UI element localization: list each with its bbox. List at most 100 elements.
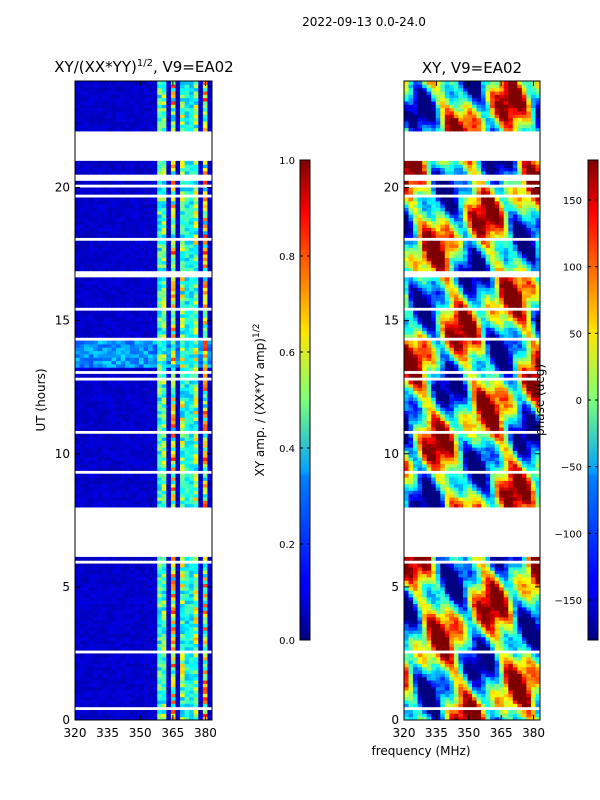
- left-heatmap-cell: [207, 440, 212, 445]
- left-heatmap-cell: [202, 260, 208, 265]
- left-heatmap-cell: [193, 403, 199, 408]
- left-heatmap-cell: [102, 643, 108, 648]
- left-heatmap-cell: [75, 214, 81, 218]
- left-heatmap-cell: [202, 204, 208, 208]
- left-heatmap-cell: [125, 626, 131, 631]
- left-heatmap-cell: [180, 683, 186, 688]
- left-heatmap-cell: [129, 240, 135, 245]
- left-heatmap-cell: [202, 620, 208, 624]
- left-heatmap-cell: [138, 227, 144, 232]
- left-heatmap-cell: [207, 700, 212, 704]
- right-heatmap-cell: [508, 696, 514, 701]
- left-heatmap-cell: [102, 180, 108, 185]
- left-heatmap-cell: [79, 467, 85, 471]
- left-heatmap-cell: [193, 300, 199, 305]
- left-heatmap-cell: [202, 187, 208, 192]
- left-heatmap-cell: [111, 300, 117, 305]
- left-heatmap-cell: [111, 230, 117, 235]
- left-heatmap-cell: [106, 500, 113, 505]
- left-heatmap-cell: [170, 387, 176, 392]
- left-heatmap-cell: [189, 686, 195, 691]
- left-heatmap-cell: [189, 254, 195, 258]
- left-heatmap-cell: [166, 683, 172, 688]
- left-heatmap-cell: [184, 207, 190, 212]
- left-heatmap-cell: [148, 643, 154, 648]
- left-heatmap-cell: [161, 660, 167, 664]
- left-heatmap-cell: [166, 673, 172, 678]
- left-heatmap-cell: [157, 407, 163, 411]
- right-heatmap-cell: [512, 710, 518, 714]
- left-heatmap-cell: [111, 120, 117, 125]
- left-heatmap-cell: [184, 257, 190, 262]
- left-heatmap-cell: [148, 423, 154, 428]
- left-heatmap-cell: [93, 700, 99, 704]
- left-heatmap-cell: [97, 297, 103, 302]
- right-heatmap-cell: [449, 690, 455, 694]
- left-heatmap-cell: [207, 500, 212, 505]
- left-heatmap-cell: [129, 327, 135, 332]
- left-heatmap-cell: [193, 160, 199, 165]
- left-heatmap-cell: [170, 437, 176, 441]
- left-heatmap-cell: [193, 254, 199, 258]
- left-heatmap-cell: [198, 94, 204, 99]
- left-heatmap-cell: [152, 603, 158, 608]
- left-heatmap-cell: [84, 207, 90, 212]
- left-heatmap-cell: [106, 606, 113, 611]
- left-heatmap-cell: [152, 227, 158, 232]
- left-heatmap-cell: [189, 117, 195, 122]
- left-heatmap-cell: [84, 686, 90, 691]
- left-heatmap-cell: [180, 257, 186, 262]
- left-heatmap-cell: [143, 503, 149, 508]
- left-heatmap-cell: [116, 613, 122, 618]
- left-heatmap-cell: [79, 593, 85, 598]
- left-heatmap-cell: [198, 327, 204, 332]
- left-heatmap-cell: [84, 633, 90, 638]
- left-heatmap-cell: [84, 217, 90, 222]
- left-heatmap-cell: [143, 610, 149, 614]
- left-heatmap-cell: [134, 323, 140, 328]
- left-heatmap-cell: [93, 247, 99, 252]
- left-heatmap-cell: [189, 363, 195, 368]
- left-heatmap-cell: [138, 234, 144, 238]
- left-heatmap-cell: [97, 87, 103, 92]
- left-heatmap-cell: [138, 450, 144, 455]
- left-heatmap-cell: [198, 433, 204, 438]
- left-heatmap-cell: [88, 287, 94, 292]
- left-heatmap-cell: [170, 107, 176, 112]
- left-heatmap-cell: [175, 107, 181, 112]
- left-heatmap-cell: [93, 563, 99, 568]
- left-heatmap-cell: [120, 357, 126, 362]
- left-heatmap-cell: [152, 94, 158, 99]
- left-heatmap-cell: [175, 227, 181, 232]
- left-heatmap-cell: [207, 447, 212, 451]
- left-heatmap-cell: [88, 390, 94, 395]
- left-heatmap-cell: [111, 447, 117, 451]
- left-heatmap-cell: [129, 453, 135, 458]
- left-heatmap-cell: [134, 164, 140, 169]
- left-heatmap-cell: [102, 493, 108, 498]
- left-heatmap-cell: [125, 487, 131, 491]
- left-heatmap-cell: [170, 576, 176, 581]
- right-heatmap-cell: [490, 683, 496, 688]
- left-heatmap-cell: [120, 190, 126, 195]
- left-heatmap-cell: [161, 200, 167, 205]
- left-heatmap-cell: [170, 117, 176, 122]
- left-heatmap-cell: [193, 400, 199, 405]
- left-heatmap-cell: [79, 633, 85, 638]
- left-heatmap-cell: [157, 333, 163, 338]
- left-heatmap-cell: [125, 227, 131, 232]
- left-heatmap-cell: [175, 247, 181, 252]
- left-heatmap-cell: [207, 347, 212, 352]
- left-heatmap-cell: [106, 656, 113, 661]
- right-heatmap-cell: [476, 700, 482, 704]
- left-heatmap-cell: [120, 686, 126, 691]
- left-heatmap-cell: [180, 393, 186, 398]
- left-heatmap-cell: [84, 214, 90, 218]
- left-heatmap-cell: [175, 393, 181, 398]
- left-heatmap-cell: [184, 640, 190, 644]
- left-heatmap-cell: [198, 257, 204, 262]
- left-heatmap-cell: [193, 380, 199, 385]
- left-heatmap-cell: [134, 660, 140, 664]
- left-heatmap-cell: [88, 460, 94, 465]
- left-heatmap-cell: [75, 100, 81, 105]
